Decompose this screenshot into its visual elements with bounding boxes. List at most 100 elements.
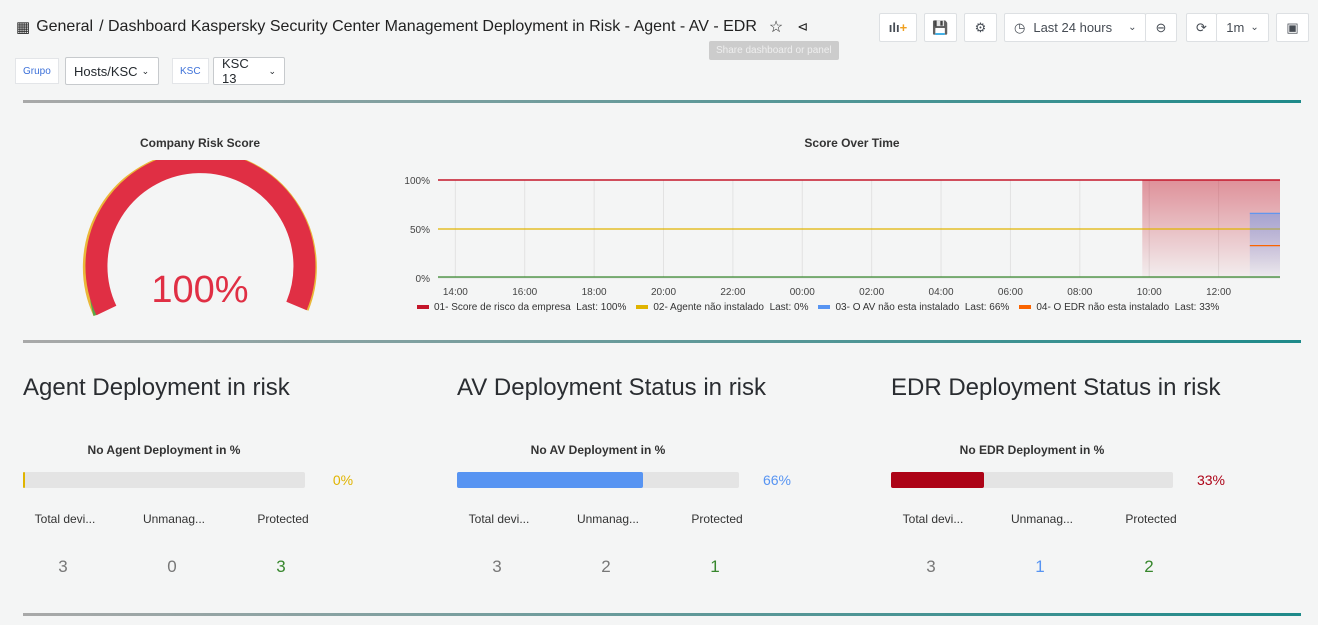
stat-label: Total devi... — [468, 512, 530, 526]
section-title: EDR Deployment Status in risk — [891, 374, 1221, 401]
variable-select-ksc[interactable]: KSC 13 ⌄ — [213, 56, 285, 86]
row-divider — [23, 100, 1301, 103]
stat-value: 2 — [1144, 557, 1154, 576]
legend-swatch — [1019, 305, 1032, 310]
chevron-down-icon: ⌄ — [1128, 22, 1137, 33]
gauge-value: 100% — [151, 269, 248, 311]
tv-mode-button[interactable]: ▣ — [1276, 13, 1309, 42]
y-tick-label: 100% — [404, 176, 430, 187]
legend-item[interactable]: 02- Agente não instalado Last: 0% — [636, 302, 808, 313]
legend-last: Last: 66% — [964, 302, 1010, 313]
x-tick-label: 10:00 — [1137, 287, 1162, 298]
bar-gauge-fill — [891, 472, 985, 488]
stat-value: 3 — [492, 557, 502, 576]
stat-label: Protected — [691, 512, 743, 526]
stat-label: Protected — [257, 512, 309, 526]
legend-last: Last: 33% — [1174, 302, 1220, 313]
chevron-down-icon: ⌄ — [268, 65, 276, 76]
stat-label: Total devi... — [902, 512, 964, 526]
gauge-title: Company Risk Score — [139, 136, 261, 150]
legend-name: 03- O AV não esta instalado — [835, 302, 960, 313]
legend-last: Last: 100% — [576, 302, 627, 313]
chevron-down-icon: ⌄ — [141, 65, 150, 76]
bar-gauge-fill — [23, 472, 25, 488]
x-tick-label: 16:00 — [512, 287, 537, 298]
row-divider — [23, 613, 1301, 616]
settings-button[interactable]: ⚙ — [964, 13, 997, 42]
legend-swatch — [417, 305, 429, 310]
share-tooltip: Share dashboard or panel — [709, 41, 839, 60]
score-over-time-chart: 14:00 16:00 18:00 20:00 22:00 00:00 02:00 04:00… — [404, 176, 1280, 298]
legend-name: 04- O EDR não esta instalado — [1036, 302, 1170, 313]
legend-swatch — [818, 305, 831, 310]
refresh-icon: ⟳ — [1196, 19, 1207, 35]
zoom-out-button[interactable]: ⊖ — [1145, 13, 1177, 42]
x-tick-label: 20:00 — [651, 287, 676, 298]
refresh-interval-label: 1m — [1226, 20, 1245, 35]
stat-value: 1 — [1035, 557, 1045, 576]
x-tick-label: 08:00 — [1067, 287, 1092, 298]
variable-label-ksc: KSC — [172, 58, 209, 84]
x-tick-label: 00:00 — [790, 287, 815, 298]
stat-value: 3 — [276, 557, 286, 576]
bar-gauge-track — [23, 472, 305, 488]
stat-value: 2 — [601, 557, 611, 576]
save-button[interactable]: 💾 — [924, 13, 957, 42]
variable-select-grupo[interactable]: Hosts/KSC ⌄ — [65, 57, 159, 85]
bar-gauge-fill — [457, 472, 644, 488]
dashboard-title: ▦ General / Dashboard Kaspersky Security… — [16, 17, 808, 37]
variable-label-grupo: Grupo — [15, 58, 59, 84]
monitor-icon: ▣ — [1286, 19, 1299, 35]
row-divider — [23, 340, 1301, 343]
variable-value: KSC 13 — [222, 56, 249, 86]
stat-value: 3 — [58, 557, 68, 576]
time-range-label: Last 24 hours — [1033, 20, 1113, 35]
bar-gauge-title: No EDR Deployment in % — [959, 443, 1105, 457]
variable-value: Hosts/KSC — [74, 63, 138, 79]
bar-gauge-value: 0% — [332, 472, 354, 488]
bar-gauge-title: No AV Deployment in % — [530, 443, 666, 457]
dashboard-name: / Dashboard Kaspersky Security Center Ma… — [99, 18, 757, 35]
time-picker[interactable]: ◷ Last 24 hours ⌄ — [1004, 13, 1146, 42]
zoom-out-icon: ⊖ — [1155, 19, 1167, 35]
legend-item[interactable]: 04- O EDR não esta instalado Last: 33% — [1019, 302, 1219, 313]
legend-last: Last: 0% — [769, 302, 809, 313]
x-tick-label: 02:00 — [859, 287, 884, 298]
stat-value: 1 — [710, 557, 720, 576]
add-panel-icon: ılı+ — [888, 20, 908, 35]
legend-item[interactable]: 01- Score de risco da empresa Last: 100% — [417, 302, 626, 313]
breadcrumb-general[interactable]: General — [36, 18, 94, 35]
bar-gauge-value: 33% — [1196, 472, 1226, 488]
y-tick-label: 0% — [416, 274, 431, 285]
chart-title: Score Over Time — [804, 136, 900, 150]
legend-item[interactable]: 03- O AV não esta instalado Last: 66% — [818, 302, 1009, 313]
stat-label: Unmanag... — [1010, 512, 1074, 526]
gear-icon: ⚙ — [974, 19, 987, 35]
stat-value: 3 — [926, 557, 936, 576]
star-icon[interactable]: ☆ — [768, 19, 784, 36]
refresh-button[interactable]: ⟳ — [1186, 13, 1217, 42]
bar-gauge-track — [457, 472, 739, 488]
dashboards-grid-icon[interactable]: ▦ — [16, 19, 31, 36]
legend-name: 02- Agente não instalado — [653, 302, 764, 313]
x-tick-label: 12:00 — [1206, 287, 1231, 298]
section-title: Agent Deployment in risk — [23, 374, 290, 401]
x-tick-label: 14:00 — [443, 287, 468, 298]
stat-label: Unmanag... — [142, 512, 206, 526]
clock-icon: ◷ — [1014, 19, 1026, 35]
stat-label: Unmanag... — [576, 512, 640, 526]
bar-gauge-value: 66% — [762, 472, 792, 488]
stat-value: 0 — [167, 557, 177, 576]
x-tick-label: 04:00 — [929, 287, 954, 298]
refresh-interval-select[interactable]: 1m ⌄ — [1216, 13, 1269, 42]
bar-gauge-title: No Agent Deployment in % — [87, 443, 241, 457]
y-tick-label: 50% — [410, 225, 430, 236]
x-tick-label: 06:00 — [998, 287, 1023, 298]
risk-gauge: 100% — [82, 160, 317, 317]
legend-name: 01- Score de risco da empresa — [434, 302, 571, 313]
x-tick-label: 22:00 — [720, 287, 745, 298]
x-tick-label: 18:00 — [582, 287, 607, 298]
add-panel-button[interactable]: ılı+ — [879, 13, 917, 42]
share-icon[interactable]: ⊲ — [797, 19, 809, 34]
legend-swatch — [636, 305, 649, 310]
